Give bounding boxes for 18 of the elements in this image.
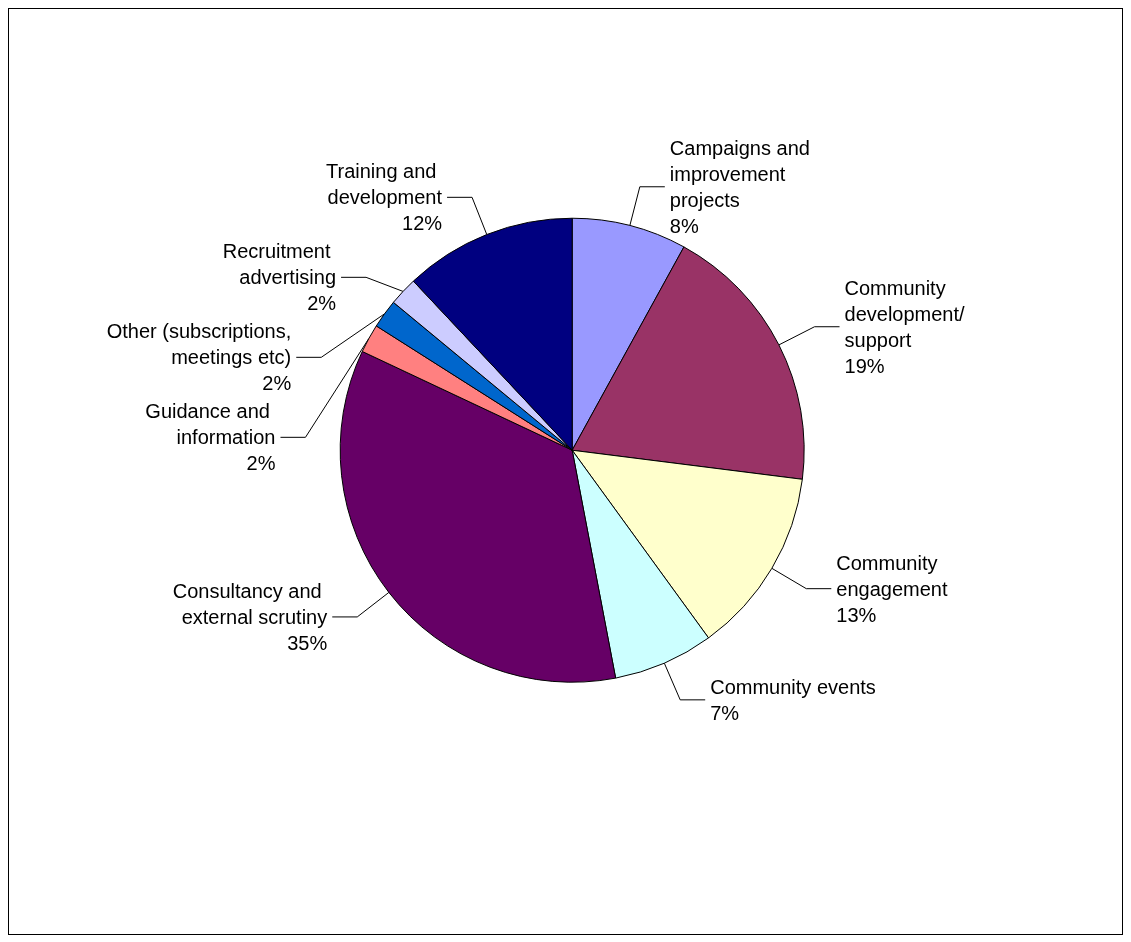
slice-label: Other (subscriptions, meetings etc) xyxy=(106,320,292,369)
slice-label: Community engagement xyxy=(836,551,948,600)
slice-label: Recruitment advertising xyxy=(222,240,337,289)
data-label: 2% xyxy=(262,372,292,395)
slice-label: Community development/ support xyxy=(844,276,971,351)
data-label: 35% xyxy=(287,631,328,654)
slice-label: Campaigns and improvement projects xyxy=(669,136,816,211)
data-label: 12% xyxy=(402,212,443,235)
data-label: 2% xyxy=(246,452,276,475)
slice-label: Training and development xyxy=(326,160,443,209)
data-label: 7% xyxy=(710,701,740,724)
slice-label: Guidance and information xyxy=(145,400,276,449)
slice-label: Community events xyxy=(710,675,876,698)
data-label: 8% xyxy=(669,214,699,237)
data-label: 2% xyxy=(307,292,337,315)
data-label: 19% xyxy=(844,354,885,377)
slice-label: Consultancy and external scrutiny xyxy=(172,579,328,628)
data-label: 13% xyxy=(836,603,877,626)
